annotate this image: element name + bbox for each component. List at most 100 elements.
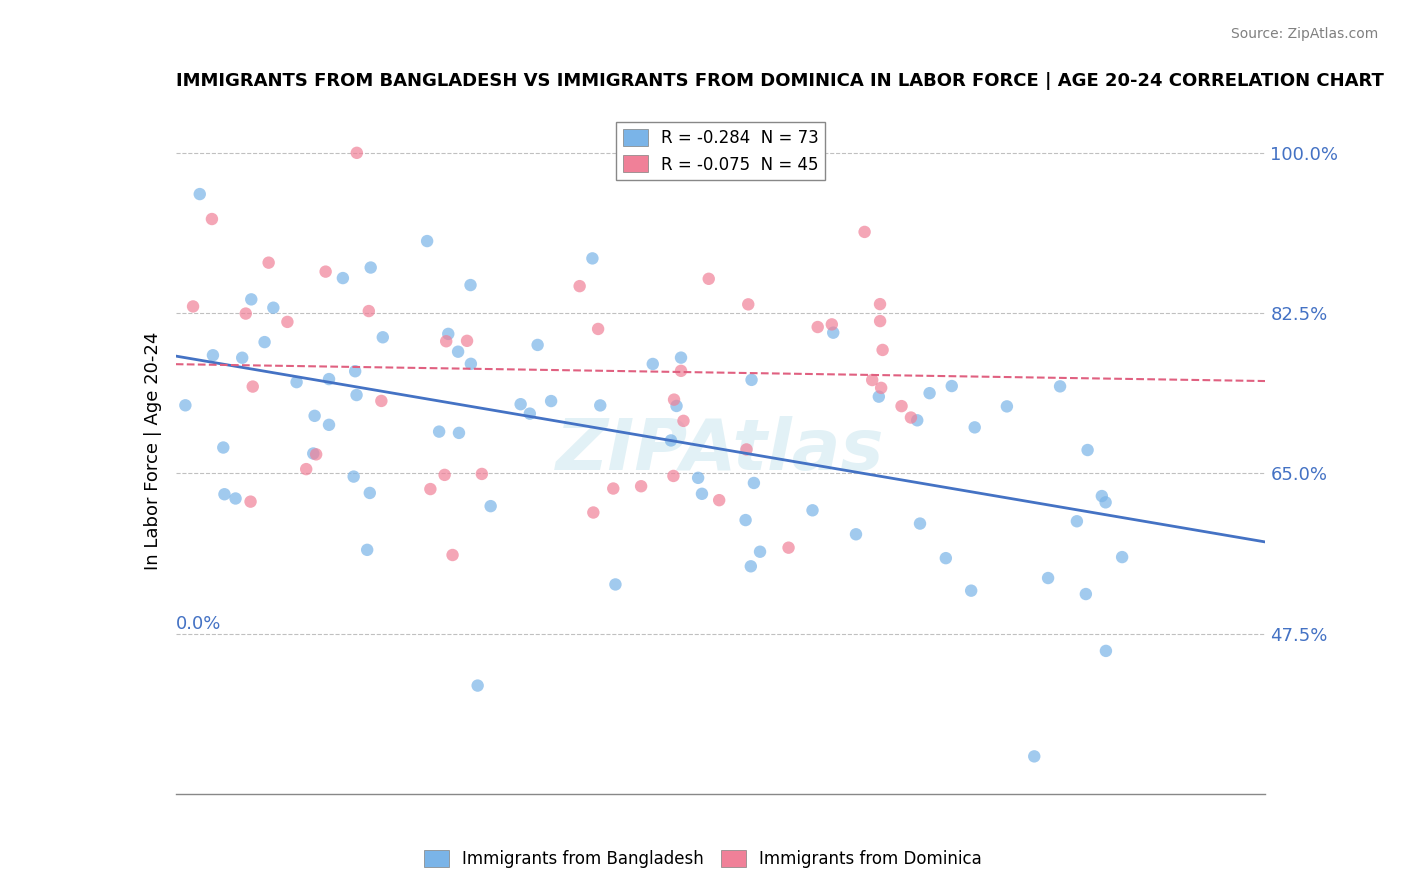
Point [963,420,986,434]
Point [419,482,441,496]
Point [672,414,695,428]
Point [1049,379,1071,393]
Point [853,225,876,239]
Point [447,344,470,359]
Point [664,161,686,176]
Point [1095,644,1118,658]
Point [471,467,494,481]
Point [1094,495,1116,509]
Point [318,372,340,386]
Point [845,527,868,541]
Point [240,293,263,307]
Point [1036,571,1059,585]
Point [201,348,224,362]
Point [526,338,548,352]
Point [262,301,284,315]
Point [860,373,883,387]
Point [941,379,963,393]
Point [602,482,624,496]
Point [1091,489,1114,503]
Point [304,409,326,423]
Point [242,379,264,393]
Point [201,212,224,227]
Point [568,279,591,293]
Point [872,343,894,357]
Point [737,297,759,311]
Point [447,425,470,440]
Point [1066,514,1088,528]
Point [315,265,337,279]
Point [285,375,308,389]
Point [690,487,713,501]
Point [253,335,276,350]
Point [214,487,236,501]
Point [460,357,482,371]
Point [460,278,482,293]
Point [918,386,941,401]
Point [295,462,318,476]
Point [1111,550,1133,565]
Point [174,398,197,412]
Point [749,545,772,559]
Point [212,441,235,455]
Point [823,326,845,340]
Point [589,398,612,412]
Point [905,413,928,427]
Point [688,471,710,485]
Point [801,503,824,517]
Point [741,373,763,387]
Point [433,467,456,482]
Point [456,334,478,348]
Point [188,187,211,202]
Point [778,541,800,555]
Legend: R = -0.284  N = 73, R = -0.075  N = 45: R = -0.284 N = 73, R = -0.075 N = 45 [616,122,825,180]
Point [740,559,762,574]
Point [343,469,366,483]
Point [441,548,464,562]
Point [870,381,893,395]
Point [1077,443,1099,458]
Point [752,145,775,160]
Point [257,255,280,269]
Point [742,475,765,490]
Point [662,469,685,483]
Point [669,364,692,378]
Point [344,364,367,378]
Point [305,447,328,461]
Point [581,252,603,266]
Point [669,351,692,365]
Point [995,400,1018,414]
Point [370,393,392,408]
Point [868,390,890,404]
Point [509,397,531,411]
Text: ZIPAtlas: ZIPAtlas [557,416,884,485]
Point [1024,749,1046,764]
Text: 0.0%: 0.0% [176,615,221,633]
Point [540,394,562,409]
Point [659,434,682,448]
Point [357,304,380,318]
Point [665,399,688,413]
Point [427,425,450,439]
Text: Source: ZipAtlas.com: Source: ZipAtlas.com [1230,27,1378,41]
Point [479,499,502,513]
Point [239,494,262,508]
Point [318,417,340,432]
Point [900,410,922,425]
Point [235,307,257,321]
Point [908,516,931,531]
Point [960,583,983,598]
Point [346,388,368,402]
Point [586,322,609,336]
Point [231,351,253,365]
Point [605,577,627,591]
Legend: Immigrants from Bangladesh, Immigrants from Dominica: Immigrants from Bangladesh, Immigrants f… [418,843,988,875]
Point [359,486,381,500]
Point [807,320,830,334]
Point [709,493,731,508]
Point [302,446,325,460]
Point [467,679,489,693]
Point [697,272,720,286]
Point [683,145,706,160]
Point [734,513,756,527]
